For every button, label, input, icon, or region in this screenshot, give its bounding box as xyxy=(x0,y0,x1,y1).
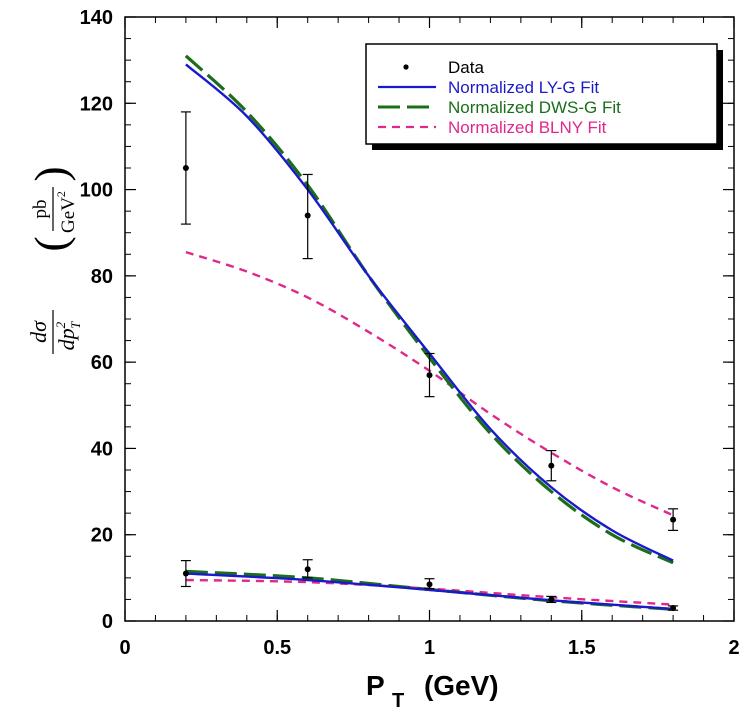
legend-marker-data xyxy=(403,64,409,70)
data-point xyxy=(182,570,189,577)
data-point xyxy=(670,605,677,612)
y-tick-label: 60 xyxy=(91,352,113,374)
x-tick-label: 1 xyxy=(424,637,435,659)
y-tick-label: 120 xyxy=(80,93,113,115)
y-axis-denominator: dp2T xyxy=(53,321,83,351)
y-tick-label: 20 xyxy=(91,525,113,547)
y-axis-unit-numerator: pb xyxy=(30,200,51,219)
data-point xyxy=(670,516,677,523)
data-point xyxy=(548,462,555,469)
legend-label: Normalized DWS-G Fit xyxy=(448,98,621,117)
data-point xyxy=(304,566,311,573)
x-tick-label: 0 xyxy=(119,637,130,659)
y-tick-label: 140 xyxy=(80,7,113,29)
x-tick-label: 2 xyxy=(728,637,739,659)
axis-ticks xyxy=(124,16,735,622)
x-axis-title: P T (GeV) xyxy=(366,670,499,710)
y-tick-label: 40 xyxy=(91,438,113,460)
y-axis-unit-denominator: GeV2 xyxy=(54,191,79,233)
legend-label: Data xyxy=(448,58,484,77)
series-line-normalized-ly-g-fit xyxy=(185,572,674,611)
legend-label: Normalized LY-G Fit xyxy=(448,78,599,97)
series-line-normalized-dws-g-fit xyxy=(184,54,674,565)
x-tick-label: 0.5 xyxy=(263,637,291,659)
data-point xyxy=(548,596,555,603)
legend-label: Normalized BLNY Fit xyxy=(448,118,607,137)
data-point xyxy=(304,212,311,219)
data-points xyxy=(180,111,679,612)
y-axis-numerator: dσ xyxy=(26,320,51,343)
y-tick-label: 100 xyxy=(80,180,113,202)
data-point xyxy=(182,165,189,171)
data-point xyxy=(426,372,433,379)
y-axis-title: dσ dp2T ( ) pb GeV2 xyxy=(25,166,83,354)
data-point xyxy=(426,581,433,588)
svg-text:(: ( xyxy=(25,236,76,251)
y-tick-label: 80 xyxy=(91,266,113,288)
y-tick-label: 0 xyxy=(102,611,113,633)
svg-text:): ) xyxy=(25,166,76,181)
x-tick-label: 1.5 xyxy=(568,637,596,659)
